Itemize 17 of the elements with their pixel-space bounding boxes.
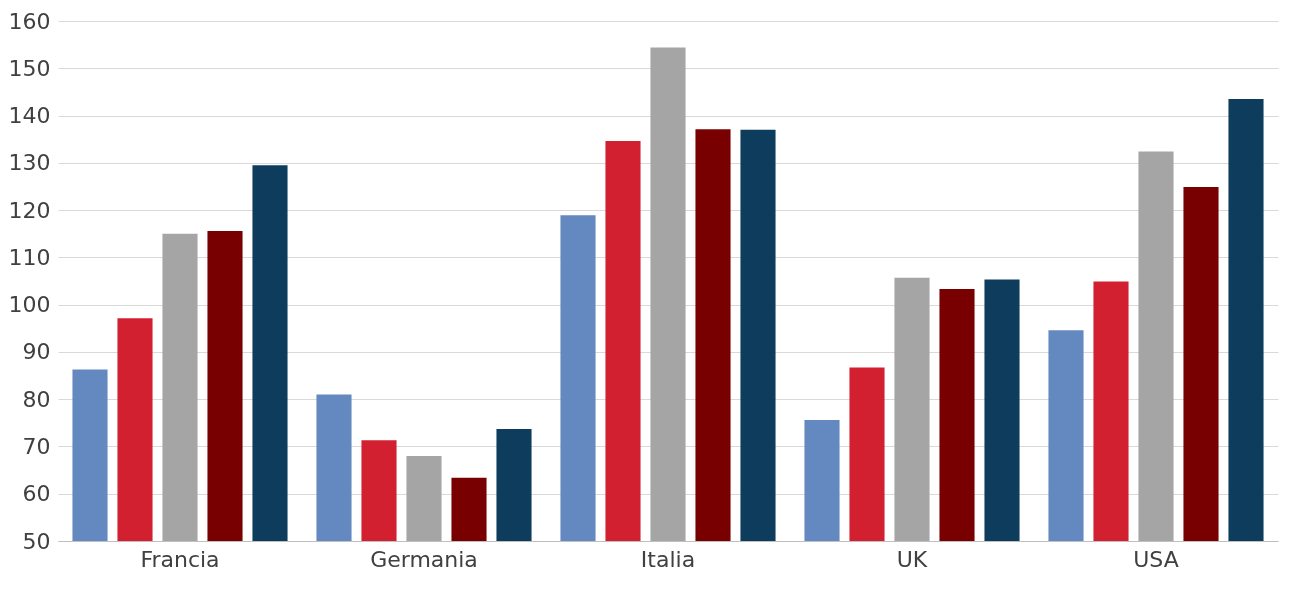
y-tick-label: 160 [8,8,51,34]
x-tick-label: Germania [370,546,478,572]
x-tick-label: UK [896,546,928,572]
y-tick-label: 60 [22,481,51,507]
y-tick-label: 70 [22,433,51,459]
y-tick-label: 90 [22,339,51,365]
y-tick-label: 110 [8,244,51,270]
y-tick-label: 140 [8,103,51,129]
y-tick-label: 100 [8,292,51,318]
y-tick-label: 50 [22,528,51,554]
x-tick-label: USA [1133,546,1179,572]
x-tick-label: Francia [140,546,220,572]
y-tick-label: 120 [8,197,51,223]
y-tick-label: 130 [8,150,51,176]
y-tick-label: 80 [22,386,51,412]
x-tick-label: Italia [640,546,696,572]
y-tick-label: 150 [8,55,51,81]
